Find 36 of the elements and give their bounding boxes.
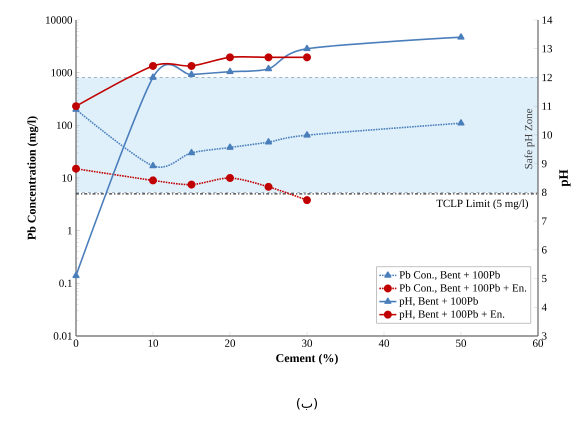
text: (ب) (296, 398, 318, 410)
x-axis-title: Cement (%) (276, 354, 338, 365)
x-tick-label: 30 (302, 340, 312, 347)
ref-line-label: TCLP Limit (5 mg/l) (436, 199, 528, 210)
y-tick-label: 100 (57, 122, 72, 130)
x-tick-label: 0 (74, 340, 78, 347)
y-tick-label: 10 (62, 174, 72, 182)
y2-tick-label: 8 (542, 188, 547, 196)
y2-tick-label: 4 (542, 304, 547, 311)
y2-tick-label: 7 (542, 218, 547, 225)
y2-tick-label: 13 (542, 45, 552, 52)
x-tick-label: 50 (456, 340, 466, 347)
x-tick-label: 10 (148, 340, 158, 347)
y2-axis-title: pH (559, 170, 571, 186)
y-tick-label: 0.1 (59, 280, 72, 288)
y2-tick-label: 6 (542, 246, 547, 254)
y2-tick-label: 5 (542, 274, 547, 282)
legend-label: pH, Bent + 100Pb (399, 297, 478, 307)
y2-tick-label: 9 (542, 160, 547, 168)
y-tick-label: 0.01 (54, 332, 72, 340)
legend-label: Pb Con., Bent + 100Pb (399, 270, 500, 280)
y2-tick-label: 3 (542, 332, 547, 340)
x-tick-label: 40 (378, 340, 390, 347)
y-tick-label: 1 (68, 227, 72, 234)
y-tick-label: 1000 (52, 68, 72, 76)
y2-tick-label: 11 (542, 102, 552, 110)
y-tick-label: 10000 (46, 16, 72, 24)
y2-tick-label: 12 (542, 74, 552, 82)
x-tick-label: 20 (225, 340, 236, 347)
y2-tick-label: 10 (542, 131, 552, 139)
band-label: Safe pH Zone (524, 108, 534, 169)
x-tick-label: 60 (532, 340, 544, 347)
y2-tick-label: 14 (542, 16, 552, 24)
legend-label: Pb Con., Bent + 100Pb + En. (399, 284, 526, 294)
legend-label: pH, Bent + 100Pb + En. (399, 310, 504, 320)
y-axis-title: Pb Concentration (mg/l) (27, 116, 38, 240)
